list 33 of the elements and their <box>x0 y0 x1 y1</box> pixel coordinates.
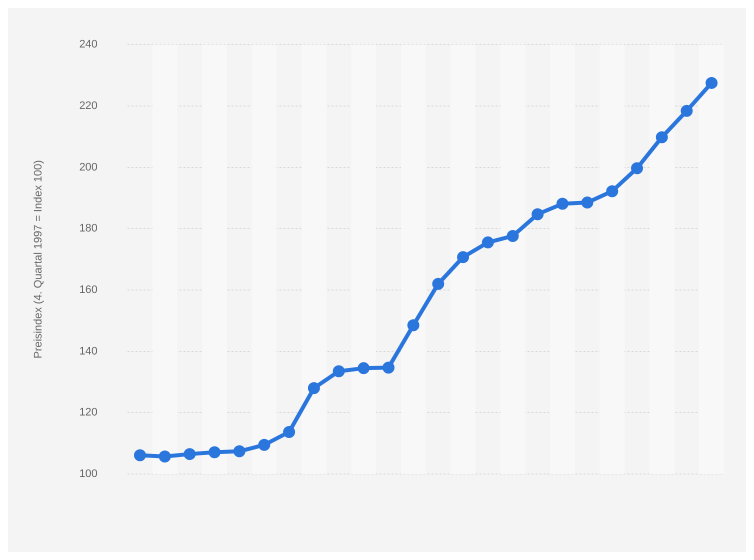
point <box>332 365 345 378</box>
point <box>482 236 494 248</box>
point <box>283 426 296 438</box>
y-tick-label: 120 <box>79 406 98 419</box>
point <box>258 438 270 451</box>
point <box>706 76 718 89</box>
point <box>680 104 693 117</box>
y-tick-label: 100 <box>79 468 98 480</box>
point <box>233 445 246 458</box>
y-tick-label: 200 <box>79 161 98 174</box>
point <box>158 450 171 463</box>
point <box>208 446 221 458</box>
point <box>606 185 618 198</box>
point <box>134 449 146 462</box>
y-tick-label: 160 <box>79 284 98 296</box>
point <box>556 198 568 210</box>
point <box>382 362 394 374</box>
y-tick-label: 180 <box>79 222 98 235</box>
y-tick-label: 140 <box>79 345 98 358</box>
point <box>506 230 519 242</box>
point <box>184 448 196 460</box>
y-axis-title: Preisindex (4. Quartal 1997 = Index 100) <box>32 160 45 359</box>
point <box>407 319 420 332</box>
point <box>532 208 544 220</box>
point <box>581 196 594 209</box>
point <box>358 362 370 374</box>
point <box>457 251 470 264</box>
point <box>432 278 444 290</box>
y-tick-label: 220 <box>79 100 98 112</box>
point <box>308 382 320 394</box>
point <box>656 131 668 144</box>
y-tick-label: 240 <box>79 38 98 51</box>
point <box>631 162 644 174</box>
